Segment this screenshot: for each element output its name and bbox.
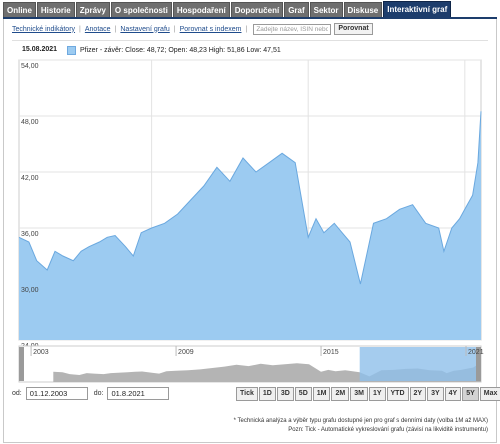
link-chart-settings[interactable]: Nastavení grafu <box>120 25 170 33</box>
period-button-1d[interactable]: 1D <box>258 387 276 401</box>
tab-bar: Online Historie Zprávy O společnosti Hospoda… <box>3 0 452 18</box>
price-area <box>19 111 481 340</box>
link-compare-index[interactable]: Porovnat s indexem <box>179 25 242 33</box>
period-button-2m[interactable]: 2M <box>331 387 350 401</box>
footnote-tick: Pozn: Tick - Automatické vykreslování gr… <box>288 426 488 433</box>
tab-7[interactable]: Graf <box>284 2 309 18</box>
to-date-input[interactable] <box>107 387 170 400</box>
tab-3[interactable]: Zprávy <box>75 2 110 18</box>
footnotes: * Technická analýza a výběr typu grafu d… <box>234 417 488 434</box>
x-axis-label: 2021 <box>468 349 484 356</box>
y-tick-label: 54,00 <box>21 63 39 70</box>
y-tick-label: 30,00 <box>21 287 39 294</box>
navigator-handle-right[interactable] <box>476 347 481 381</box>
legend-swatch <box>67 46 76 55</box>
period-button-3y[interactable]: 3Y <box>427 387 444 401</box>
y-tick-label: 36,00 <box>21 231 39 238</box>
navigator-handle-left[interactable] <box>19 347 24 381</box>
tab-6[interactable]: Doporučení <box>230 2 284 18</box>
from-label: od: <box>12 390 22 397</box>
date-range: od: do: <box>12 387 170 400</box>
period-button-max[interactable]: Max <box>479 387 500 401</box>
separator: | <box>173 25 176 33</box>
separator: | <box>79 25 81 33</box>
from-date-input[interactable] <box>25 387 88 400</box>
y-tick-label: 48,00 <box>21 119 39 126</box>
period-button-1y[interactable]: 1Y <box>368 387 386 401</box>
period-button-5y[interactable]: 5Y <box>462 387 479 401</box>
period-button-tick[interactable]: Tick <box>236 387 258 401</box>
period-button-3m[interactable]: 3M <box>350 387 368 401</box>
link-annotations[interactable]: Anotace <box>84 25 111 33</box>
x-axis-label: 2015 <box>323 349 339 356</box>
legend-text: Pfizer - závěr: Close: 48,72; Open: 48,2… <box>80 47 281 54</box>
link-technical-indicators[interactable]: Technické indikátory <box>12 25 76 33</box>
content-frame <box>3 19 497 443</box>
period-button-3d[interactable]: 3D <box>276 387 294 401</box>
chart-legend: Pfizer - závěr: Close: 48,72; Open: 48,2… <box>67 46 281 55</box>
separator: | <box>245 25 248 33</box>
compare-button[interactable]: Porovnat <box>334 23 373 35</box>
period-buttons: Tick 1D 3D 5D 1M 2M 3M 1Y YTD 2Y 3Y 4Y 5Y Max <box>236 387 500 401</box>
price-chart[interactable]: 54,0048,0042,0036,0030,0024,002003200920… <box>0 0 500 384</box>
to-label: do: <box>93 390 104 397</box>
tab-2[interactable]: Historie <box>36 2 75 18</box>
tab-underline <box>3 17 497 19</box>
navigator-selection[interactable] <box>359 347 481 381</box>
y-tick-label: 42,00 <box>21 175 39 182</box>
toolbar-divider <box>12 40 488 41</box>
tab-5[interactable]: Hospodaření <box>172 2 230 18</box>
period-button-ytd[interactable]: YTD <box>386 387 409 401</box>
separator: | <box>114 25 117 33</box>
footnote-technical: * Technická analýza a výběr typu grafu d… <box>233 418 488 424</box>
tab-8[interactable]: Sektor <box>309 2 343 18</box>
tab-9[interactable]: Diskuse <box>343 2 383 18</box>
search-input[interactable] <box>253 23 332 35</box>
x-axis-label: 2003 <box>33 349 49 356</box>
period-button-5d[interactable]: 5D <box>294 387 312 401</box>
period-button-1m[interactable]: 1M <box>312 387 331 401</box>
tab-4[interactable]: O společnosti <box>110 2 172 18</box>
tab-1[interactable]: Online <box>3 2 36 18</box>
x-axis-label: 2009 <box>178 349 194 356</box>
chart-toolbar: Technické indikátory | Anotace | Nastave… <box>12 22 373 36</box>
tab-10[interactable]: Interaktivní graf <box>383 1 452 18</box>
period-button-2y[interactable]: 2Y <box>409 387 427 401</box>
period-button-4y[interactable]: 4Y <box>444 387 462 401</box>
chart-date: 15.08.2021 <box>22 46 58 53</box>
